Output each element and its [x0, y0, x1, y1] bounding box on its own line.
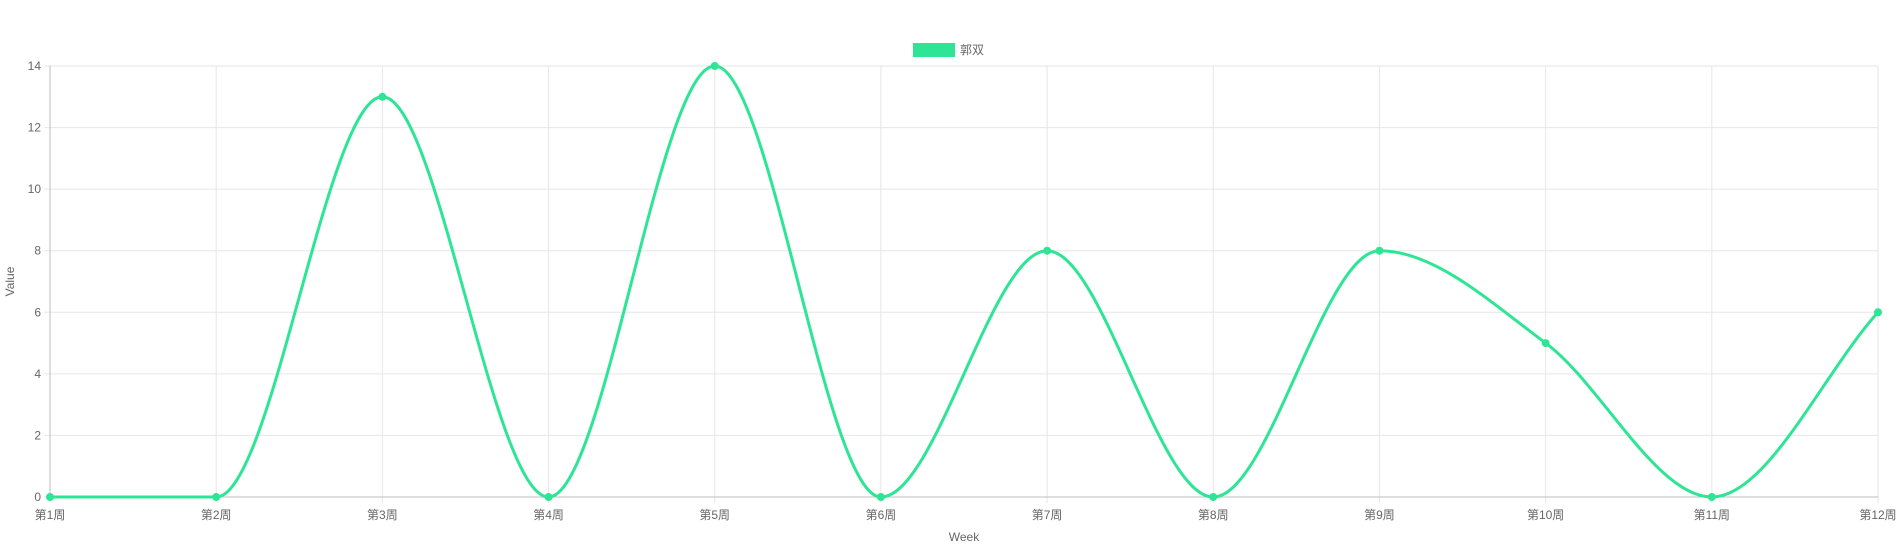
- x-tick-label: 第11周: [1694, 508, 1730, 522]
- x-tick-label: 第3周: [367, 508, 398, 522]
- series-line: [48, 64, 1880, 499]
- x-tick-label: 第7周: [1032, 508, 1063, 522]
- y-axis-title: Value: [3, 266, 17, 296]
- data-point[interactable]: [1541, 339, 1550, 348]
- y-tick-label: 4: [34, 367, 41, 381]
- x-tick-label: 第12周: [1859, 508, 1896, 522]
- y-tick-label: 2: [34, 428, 41, 442]
- x-axis-title: Week: [949, 530, 980, 544]
- data-point[interactable]: [1375, 246, 1384, 255]
- y-tick-label: 12: [28, 121, 42, 135]
- series-layer: [46, 62, 1882, 501]
- y-tick-label: 6: [34, 305, 41, 319]
- grid: [44, 65, 1879, 503]
- x-tick-label: 第6周: [866, 508, 897, 522]
- data-point[interactable]: [1874, 308, 1882, 317]
- x-tick-label: 第9周: [1364, 508, 1395, 522]
- y-tick-label: 0: [34, 490, 41, 504]
- data-point[interactable]: [1209, 493, 1218, 501]
- x-tick-label: 第10周: [1527, 508, 1564, 522]
- x-tick-label: 第2周: [201, 508, 232, 522]
- legend[interactable]: 郭双: [913, 43, 984, 57]
- y-tick-label: 10: [28, 182, 42, 196]
- data-point[interactable]: [378, 92, 387, 101]
- data-point[interactable]: [876, 493, 885, 501]
- data-point[interactable]: [1707, 493, 1716, 501]
- data-point[interactable]: [46, 493, 54, 501]
- data-point[interactable]: [544, 493, 553, 501]
- axes: 0 2 4 6 8 10 12 14 第1周 第2周 第3周 第4周 第5周 第6周 第7周 第8周 第9周 第1…: [28, 59, 1897, 522]
- y-tick-label: 8: [34, 244, 41, 258]
- y-tick-label: 14: [28, 59, 42, 73]
- x-tick-label: 第8周: [1198, 508, 1229, 522]
- x-tick-label: 第1周: [35, 508, 66, 522]
- x-tick-label: 第4周: [533, 508, 564, 522]
- x-tick-label: 第5周: [699, 508, 730, 522]
- legend-label[interactable]: 郭双: [960, 43, 984, 57]
- data-point[interactable]: [710, 62, 719, 70]
- data-point[interactable]: [212, 493, 221, 501]
- data-point[interactable]: [1043, 246, 1052, 255]
- legend-swatch[interactable]: [913, 43, 955, 57]
